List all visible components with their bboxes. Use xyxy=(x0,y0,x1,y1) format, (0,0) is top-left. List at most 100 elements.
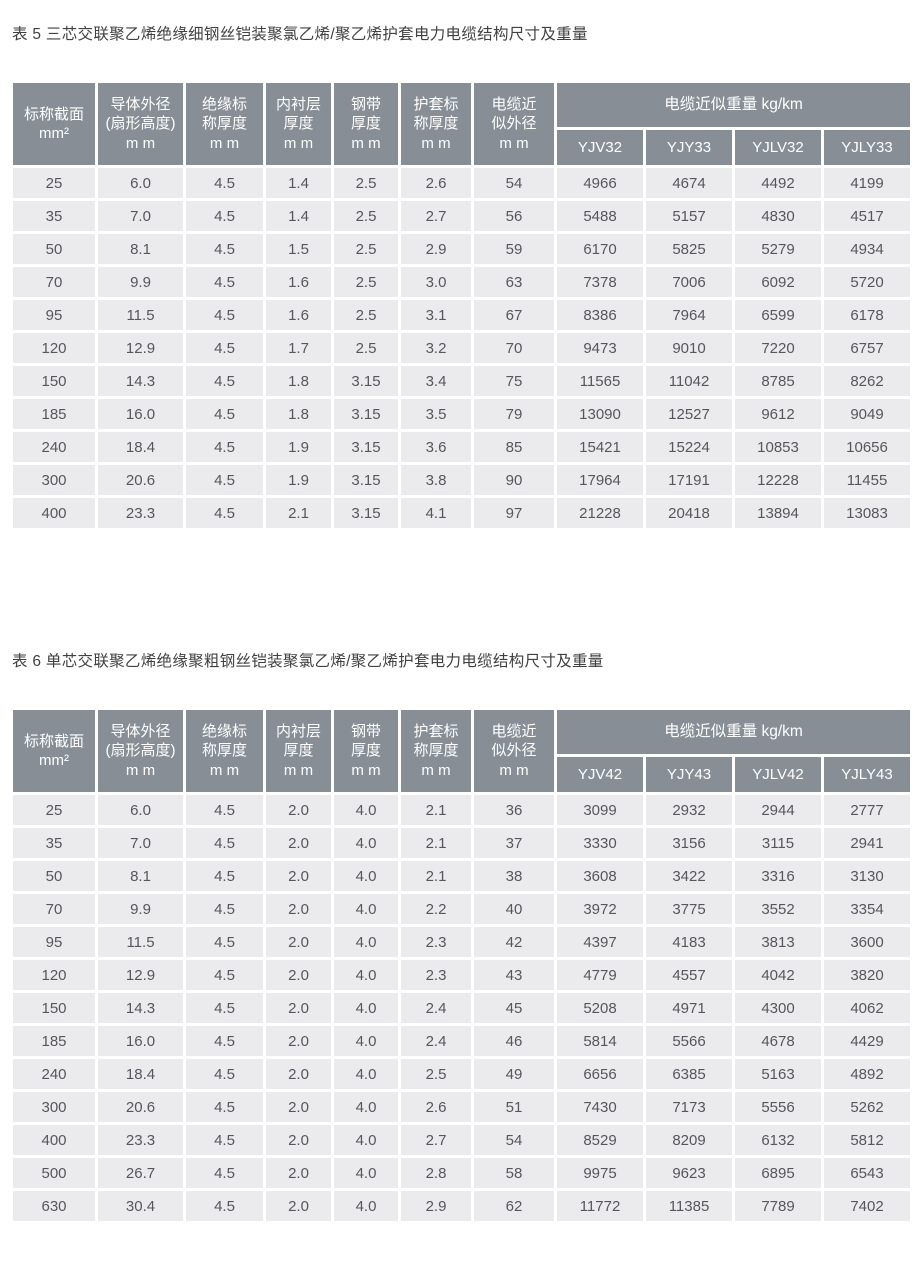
table-cell: 8529 xyxy=(557,1125,643,1155)
table-cell: 3.0 xyxy=(401,267,471,297)
table-cell: 2.1 xyxy=(266,498,331,528)
table-row: 185 16.0 4.5 1.8 3.15 3.5 79 13090 12527 9612 9049 xyxy=(13,399,911,429)
table-cell: 4.5 xyxy=(186,1125,263,1155)
header-steel-tape-thickness: 钢带 厚度 m m xyxy=(334,83,398,165)
table-cell: 8386 xyxy=(557,300,643,330)
table-cell: 54 xyxy=(474,168,554,198)
table-cell: 4.5 xyxy=(186,333,263,363)
table-cell: 2.8 xyxy=(401,1158,471,1188)
table-cell: 2.1 xyxy=(401,795,471,825)
table-row: 400 23.3 4.5 2.1 3.15 4.1 97 21228 20418 13894 130… xyxy=(13,498,911,528)
table-cell: 4.5 xyxy=(186,168,263,198)
table-cell: 240 xyxy=(13,432,95,462)
table-cell: 3.5 xyxy=(401,399,471,429)
header-insulation-thickness: 绝缘标 称厚度 m m xyxy=(186,83,263,165)
table-cell: 7173 xyxy=(646,1092,732,1122)
table-cell: 14.3 xyxy=(98,993,183,1023)
table-cell: 50 xyxy=(13,234,95,264)
table-cell: 4517 xyxy=(824,201,911,231)
table6: 标称截面 mm² 导体外径 (扇形高度) m m 绝缘标 称厚度 m m 内衬层… xyxy=(10,707,913,1224)
table-cell: 3813 xyxy=(735,927,821,957)
table-cell: 3552 xyxy=(735,894,821,924)
header-approx-od: 电缆近 似外径 m m xyxy=(474,710,554,792)
table-cell: 2.0 xyxy=(266,861,331,891)
header-model-yjlv42: YJLV42 xyxy=(735,757,821,792)
table-cell: 6.0 xyxy=(98,168,183,198)
table-cell: 630 xyxy=(13,1191,95,1221)
table-cell: 10656 xyxy=(824,432,911,462)
table-cell: 3775 xyxy=(646,894,732,924)
table-cell: 4042 xyxy=(735,960,821,990)
table-cell: 5812 xyxy=(824,1125,911,1155)
table-cell: 4.0 xyxy=(334,828,398,858)
table-cell: 8262 xyxy=(824,366,911,396)
table-cell: 6385 xyxy=(646,1059,732,1089)
table-cell: 4.0 xyxy=(334,1059,398,1089)
table-row: 500 26.7 4.5 2.0 4.0 2.8 58 9975 9623 6895 6543 xyxy=(13,1158,911,1188)
table-cell: 90 xyxy=(474,465,554,495)
table6-body: 25 6.0 4.5 2.0 4.0 2.1 36 3099 2932 2944 2777 35 7.0… xyxy=(13,795,911,1221)
table-cell: 7.0 xyxy=(98,201,183,231)
table-cell: 12.9 xyxy=(98,960,183,990)
table-cell: 8785 xyxy=(735,366,821,396)
table-cell: 2.3 xyxy=(401,927,471,957)
table-cell: 11455 xyxy=(824,465,911,495)
table5-body: 25 6.0 4.5 1.4 2.5 2.6 54 4966 4674 4492 4199 35 7.0… xyxy=(13,168,911,528)
table-cell: 12527 xyxy=(646,399,732,429)
table-cell: 4.5 xyxy=(186,1092,263,1122)
table-cell: 21228 xyxy=(557,498,643,528)
table-cell: 7964 xyxy=(646,300,732,330)
table-cell: 3330 xyxy=(557,828,643,858)
table-row: 400 23.3 4.5 2.0 4.0 2.7 54 8529 8209 6132 5812 xyxy=(13,1125,911,1155)
table-cell: 2.2 xyxy=(401,894,471,924)
table-cell: 6895 xyxy=(735,1158,821,1188)
table-cell: 15421 xyxy=(557,432,643,462)
header-model-yjly33: YJLY33 xyxy=(824,130,911,165)
table-cell: 9473 xyxy=(557,333,643,363)
table-cell: 4.5 xyxy=(186,201,263,231)
table-cell: 1.4 xyxy=(266,168,331,198)
table-cell: 13083 xyxy=(824,498,911,528)
table-cell: 97 xyxy=(474,498,554,528)
table-cell: 49 xyxy=(474,1059,554,1089)
table-cell: 12.9 xyxy=(98,333,183,363)
table-cell: 6599 xyxy=(735,300,821,330)
table-cell: 2.1 xyxy=(401,861,471,891)
header-model-yjly43: YJLY43 xyxy=(824,757,911,792)
table-cell: 20418 xyxy=(646,498,732,528)
table-cell: 400 xyxy=(13,1125,95,1155)
table-cell: 3156 xyxy=(646,828,732,858)
table-cell: 4062 xyxy=(824,993,911,1023)
table-row: 150 14.3 4.5 2.0 4.0 2.4 45 5208 4971 4300 4062 xyxy=(13,993,911,1023)
table-cell: 16.0 xyxy=(98,399,183,429)
header-inner-liner-thickness: 内衬层 厚度 m m xyxy=(266,83,331,165)
table-cell: 4.5 xyxy=(186,1191,263,1221)
header-insulation-thickness: 绝缘标 称厚度 m m xyxy=(186,710,263,792)
table-row: 120 12.9 4.5 2.0 4.0 2.3 43 4779 4557 4042 3820 xyxy=(13,960,911,990)
header-conductor-od: 导体外径 (扇形高度) m m xyxy=(98,710,183,792)
table-cell: 3130 xyxy=(824,861,911,891)
table-cell: 2.7 xyxy=(401,1125,471,1155)
table-cell: 85 xyxy=(474,432,554,462)
table-row: 150 14.3 4.5 1.8 3.15 3.4 75 11565 11042 8785 8262 xyxy=(13,366,911,396)
table-cell: 4.0 xyxy=(334,861,398,891)
table-cell: 4678 xyxy=(735,1026,821,1056)
header-approx-od: 电缆近 似外径 m m xyxy=(474,83,554,165)
table-row: 120 12.9 4.5 1.7 2.5 3.2 70 9473 9010 7220 6757 xyxy=(13,333,911,363)
table-cell: 2.0 xyxy=(266,960,331,990)
table-cell: 2.9 xyxy=(401,1191,471,1221)
table-cell: 7430 xyxy=(557,1092,643,1122)
table-cell: 1.5 xyxy=(266,234,331,264)
table-cell: 8209 xyxy=(646,1125,732,1155)
table-cell: 185 xyxy=(13,1026,95,1056)
table-cell: 8.1 xyxy=(98,234,183,264)
table-cell: 2932 xyxy=(646,795,732,825)
header-model-yjv42: YJV42 xyxy=(557,757,643,792)
table-cell: 1.8 xyxy=(266,366,331,396)
table-cell: 4.5 xyxy=(186,828,263,858)
table-cell: 3.6 xyxy=(401,432,471,462)
table-cell: 4.0 xyxy=(334,1092,398,1122)
table-cell: 2.5 xyxy=(334,168,398,198)
table-cell: 7220 xyxy=(735,333,821,363)
table-cell: 2941 xyxy=(824,828,911,858)
